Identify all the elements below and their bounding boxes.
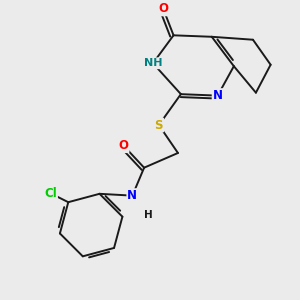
Text: O: O (118, 139, 128, 152)
Text: S: S (154, 118, 163, 131)
Text: NH: NH (144, 58, 162, 68)
Text: N: N (213, 89, 223, 102)
Text: N: N (127, 189, 137, 202)
Text: H: H (144, 210, 153, 220)
Text: O: O (158, 2, 168, 15)
Text: Cl: Cl (44, 187, 57, 200)
